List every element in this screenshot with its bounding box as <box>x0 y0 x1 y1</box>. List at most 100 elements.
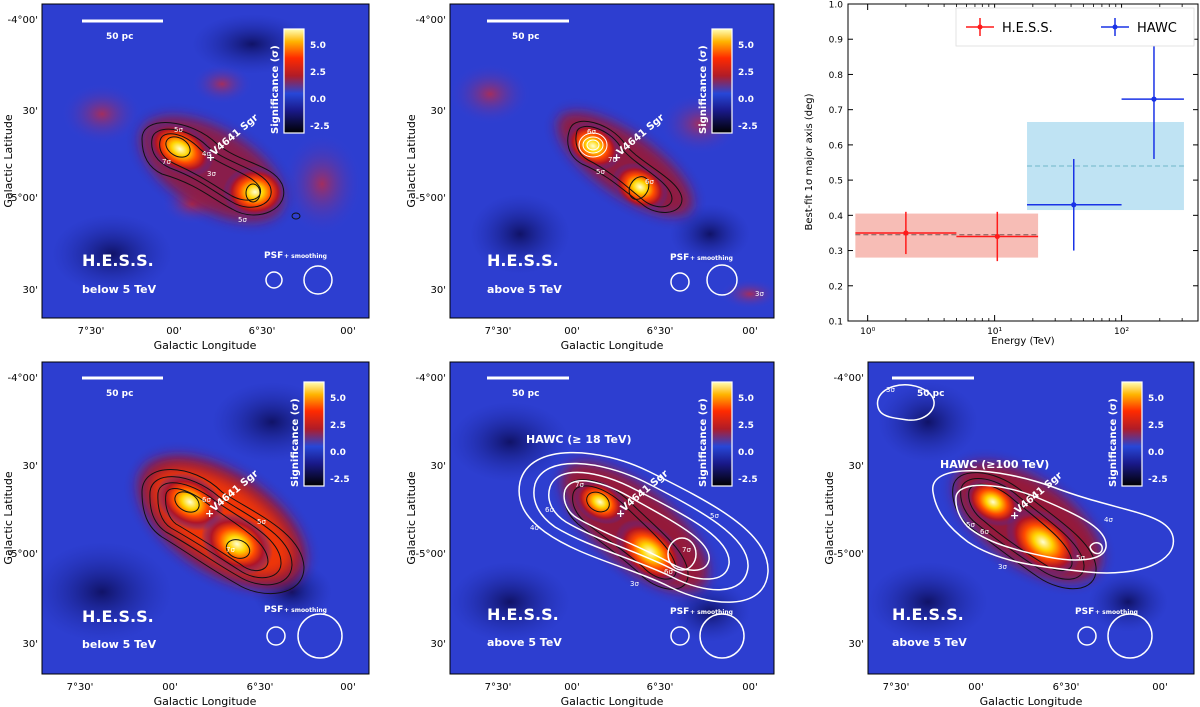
source-cross-icon: + <box>616 507 625 520</box>
contour-label: 3σ <box>755 290 764 298</box>
map-panel-5: 3σ 4σ 5σ 5σ 6σ 3σ HAWC (≥100 TeV) + V464… <box>823 361 1195 707</box>
source-cross-icon: + <box>612 151 621 164</box>
legend-entry-hess: H.E.S.S. <box>966 18 1053 36</box>
scale-bar-label: 50 pc <box>512 389 539 399</box>
contour-label: 5σ <box>710 512 719 520</box>
contour-label: 4σ <box>530 524 539 532</box>
y-tick: -4°00' <box>416 373 446 384</box>
colorbar-tick: 5.0 <box>1148 394 1164 404</box>
series-hawc <box>1027 39 1184 251</box>
smoothing-circle-icon <box>303 265 333 295</box>
scale-bar: 50 pc <box>487 376 569 399</box>
contour-label: 7σ <box>608 156 617 164</box>
band-hawc <box>1027 121 1184 211</box>
data-point <box>1121 39 1184 159</box>
contours <box>567 120 683 213</box>
psf-label: PSF <box>1075 607 1094 617</box>
psf-circle-icon <box>670 626 690 646</box>
x-ticks: 7°30' 00' 6°30' 00' <box>883 682 1168 693</box>
contours <box>141 122 301 220</box>
y-tick-label: 0.6 <box>829 141 844 151</box>
psf-indicator: PSF + smoothing <box>264 605 343 659</box>
y-tick: 30' <box>23 461 38 472</box>
significance-map <box>868 362 1194 674</box>
contour-labels: 6σ 5σ 7σ <box>202 496 266 554</box>
psf-label: PSF <box>264 251 283 261</box>
colorbar-tick: 0.0 <box>330 448 346 458</box>
colorbar-tick: -2.5 <box>1148 475 1168 485</box>
map-panel-2: 6σ 7σ 5σ 6σ 3σ + V4641 Sgr 50 pc 5.0 2.5… <box>405 3 775 352</box>
smoothing-circle-icon <box>297 613 343 659</box>
colorbar-tick: 0.0 <box>738 95 754 105</box>
y-axis-label: Galactic Latitude <box>405 114 418 208</box>
y-tick: 30' <box>849 639 864 650</box>
contour-label: 7σ <box>162 158 171 166</box>
source-cross-icon: + <box>206 151 215 164</box>
x-tick: 6°30' <box>247 682 274 693</box>
x-tick: 6°30' <box>647 326 674 337</box>
hawc-contours <box>518 451 769 603</box>
y-axis-label: Best-fit 1σ major axis (deg) <box>804 93 815 230</box>
data-series <box>855 39 1184 262</box>
smoothing-label: + smoothing <box>284 253 327 260</box>
y-tick-label: 0.9 <box>829 36 844 46</box>
x-tick: 7°30' <box>78 326 105 337</box>
x-tick: 00' <box>162 682 177 693</box>
scale-bar-label: 50 pc <box>917 389 944 399</box>
contour-label: 7σ <box>682 546 691 554</box>
colorbar-tick: 5.0 <box>738 394 754 404</box>
psf-label: PSF <box>670 607 689 617</box>
map-panel-4: 7σ 6σ 4σ 5σ 7σ 6σ 3σ HAWC (≥ 18 TeV) + V… <box>405 361 775 707</box>
data-point <box>956 211 1039 262</box>
contour-label: 5σ <box>1076 554 1085 562</box>
x-ticks: 7°30' 00' 6°30' 00' <box>78 326 356 337</box>
colorbar: 5.0 2.5 0.0 -2.5 Significance (σ) <box>270 28 330 134</box>
y-tick-label: 0.7 <box>829 106 843 116</box>
x-tick: 00' <box>166 326 181 337</box>
smoothing-label: + smoothing <box>284 607 327 614</box>
contour-label: 6σ <box>545 506 554 514</box>
y-tick-label: 0.8 <box>829 71 844 81</box>
source-cross-icon: + <box>1010 509 1019 522</box>
colorbar-tick: -2.5 <box>738 475 758 485</box>
y-tick-label: 0.2 <box>829 282 843 292</box>
x-axis-label: Galactic Longitude <box>561 695 664 707</box>
x-tick: 7°30' <box>883 682 910 693</box>
x-tick: 7°30' <box>485 326 512 337</box>
colorbar-tick: 5.0 <box>310 41 326 51</box>
x-tick-label: 10⁰ <box>860 327 875 337</box>
y-ticks: -4°00' 30' -5°00' 30' <box>8 373 38 650</box>
psf-label: PSF <box>670 253 689 263</box>
contour-label: 6σ <box>645 178 654 186</box>
instrument-label: H.E.S.S. <box>487 605 559 624</box>
x-tick: 00' <box>340 682 355 693</box>
legend: H.E.S.S. HAWC <box>955 7 1195 47</box>
instrument-label: H.E.S.S. <box>892 605 964 624</box>
y-tick: -5°00' <box>8 193 38 204</box>
colorbar-tick: 2.5 <box>738 68 754 78</box>
colorbar: 5.0 2.5 0.0 -2.5 Significance (σ) <box>698 381 758 487</box>
y-axis-label: Galactic Latitude <box>2 114 15 208</box>
colorbar: 5.0 2.5 0.0 -2.5 Significance (σ) <box>290 381 350 487</box>
point-marker <box>994 233 1000 240</box>
contour-label: 4σ <box>1104 516 1113 524</box>
colorbar-tick: -2.5 <box>330 475 350 485</box>
source-cross-icon: + <box>205 507 214 520</box>
smoothing-circle-icon <box>706 264 738 296</box>
y-tick-label: 0.5 <box>829 177 843 187</box>
colorbar-tick: 0.0 <box>738 448 754 458</box>
y-tick-label: 0.3 <box>829 247 843 257</box>
y-tick-label: 1.0 <box>829 1 844 11</box>
contour-label: 3σ <box>207 170 216 178</box>
colorbar-label: Significance (σ) <box>1108 398 1119 487</box>
x-tick-label: 10¹ <box>987 327 1002 337</box>
colorbar-label: Significance (σ) <box>270 45 281 134</box>
y-tick: 30' <box>431 285 446 296</box>
band-label: below 5 TeV <box>82 283 157 296</box>
instrument-label: H.E.S.S. <box>82 607 154 626</box>
contour-labels: 3σ 4σ 5σ 5σ 6σ 3σ <box>886 386 1113 571</box>
scale-bar: 50 pc <box>892 376 974 399</box>
fit-bands <box>855 121 1184 258</box>
x-ticks: 7°30' 00' 6°30' 00' <box>67 682 356 693</box>
